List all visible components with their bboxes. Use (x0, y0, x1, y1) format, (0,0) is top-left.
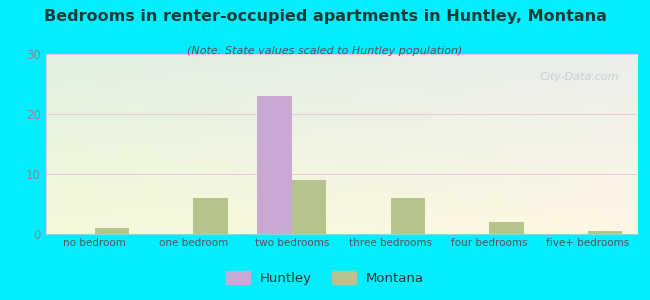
Bar (292, 180, 326, 234)
Bar (489, 222, 524, 234)
Bar (391, 198, 425, 234)
Text: City-Data.com: City-Data.com (540, 72, 619, 82)
Bar (95, 228, 129, 234)
Bar (194, 198, 228, 234)
Legend: Huntley, Montana: Huntley, Montana (220, 266, 430, 290)
Bar (588, 231, 622, 234)
Bar (257, 96, 292, 234)
Text: (Note: State values scaled to Huntley population): (Note: State values scaled to Huntley po… (187, 46, 463, 56)
Text: Bedrooms in renter-occupied apartments in Huntley, Montana: Bedrooms in renter-occupied apartments i… (44, 9, 606, 24)
